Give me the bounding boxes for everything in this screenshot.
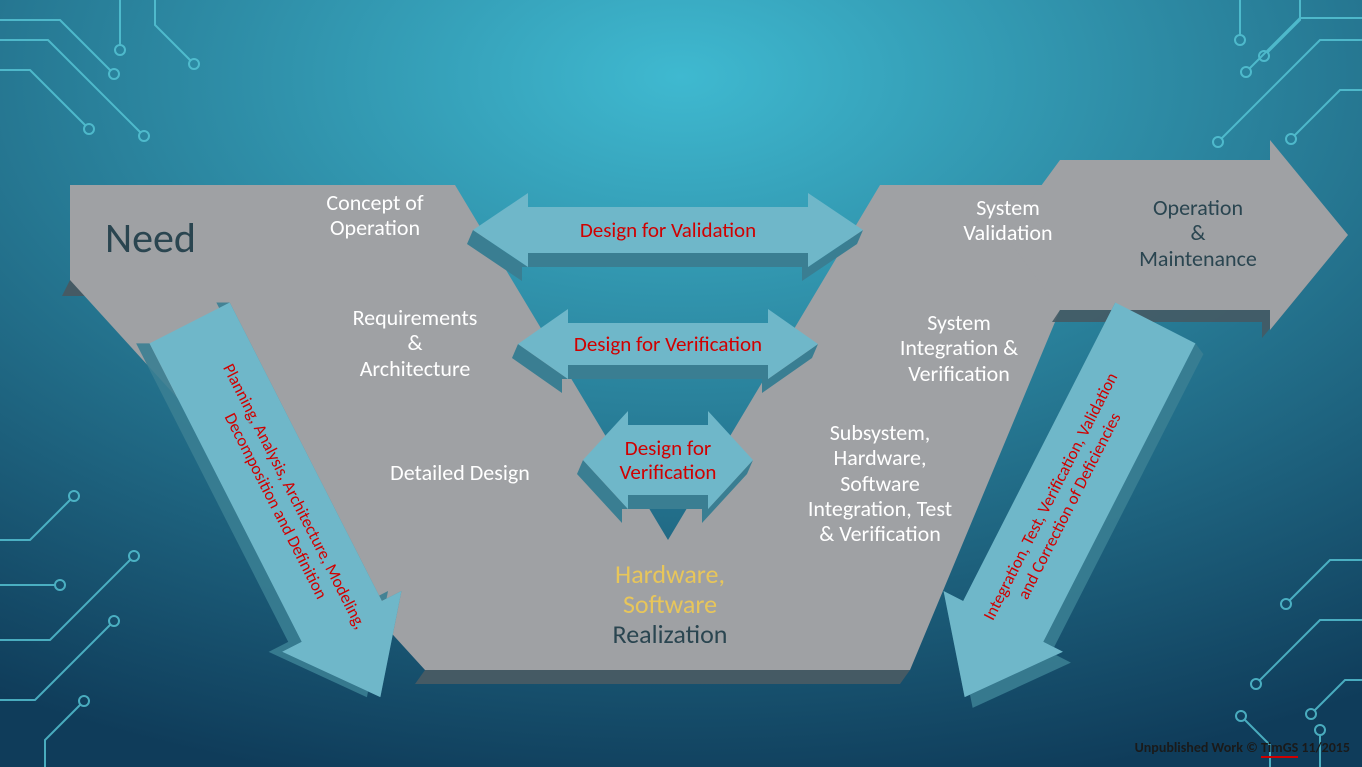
left-stage-0: Concept ofOperation: [280, 190, 470, 241]
footer-copyright: Unpublished Work © TimGS 11/2015: [1020, 740, 1350, 756]
v-bottom-edge: [415, 670, 910, 684]
op-maint-label: Operation&Maintenance: [1108, 195, 1288, 271]
left-stage-1: Requirements&Architecture: [320, 305, 510, 381]
right-stage-1: SystemIntegration &Verification: [864, 310, 1054, 386]
right-stage-2: Subsystem,Hardware,SoftwareIntegration, …: [780, 420, 980, 546]
right-stage-0: SystemValidation: [918, 195, 1098, 246]
realization-label: Hardware,SoftwareRealization: [560, 560, 780, 650]
design-arrow-label-1: Design for Verification: [518, 332, 818, 356]
need-label: Need: [105, 215, 196, 263]
left-stage-2: Detailed Design: [360, 460, 560, 485]
design-arrow-label-0: Design for Validation: [473, 218, 863, 242]
design-arrow-label-2: Design forVerification: [583, 436, 753, 484]
